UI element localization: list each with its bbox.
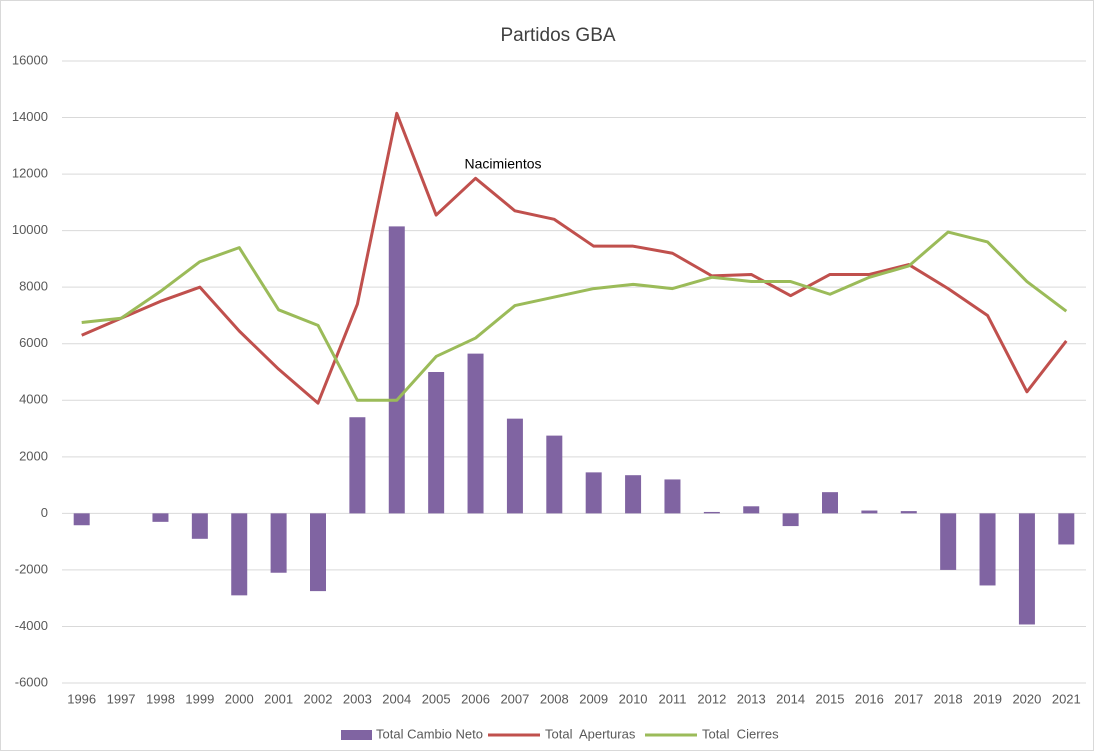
y-tick-label: 2000 (19, 448, 48, 463)
y-tick-label: 12000 (12, 166, 48, 181)
bar (231, 513, 248, 596)
x-tick-label: 2001 (264, 691, 293, 706)
bar (782, 513, 799, 527)
bar (585, 472, 602, 514)
y-tick-label: -6000 (15, 674, 48, 689)
bar (664, 479, 681, 514)
y-tick-label: 10000 (12, 222, 48, 237)
y-tick-label: 14000 (12, 109, 48, 124)
bar (152, 513, 169, 522)
x-tick-label: 2010 (619, 691, 648, 706)
y-tick-label: 8000 (19, 279, 48, 294)
bar (428, 372, 445, 514)
bar (979, 513, 996, 586)
annotation: Nacimientos (464, 156, 541, 172)
bar (349, 417, 366, 514)
bar (940, 513, 957, 570)
bar (270, 513, 287, 573)
y-tick-label: -4000 (15, 618, 48, 633)
x-tick-label: 2013 (737, 691, 766, 706)
line (81, 111, 1068, 405)
bar (73, 513, 90, 526)
x-tick-label: 2008 (540, 691, 569, 706)
x-tick-label: 1997 (107, 691, 136, 706)
legend-swatch (341, 730, 372, 740)
y-tick-label: -2000 (15, 561, 48, 576)
bar (743, 506, 760, 514)
x-tick-label: 2011 (658, 691, 686, 706)
x-tick-label: 2000 (225, 691, 254, 706)
x-tick-label: 1998 (146, 691, 175, 706)
legend-label: Total Cambio Neto (376, 726, 483, 741)
x-tick-label: 2006 (461, 691, 490, 706)
x-tick-label: 2009 (579, 691, 608, 706)
x-tick-label: 1996 (67, 691, 96, 706)
y-tick-label: 16000 (12, 52, 48, 67)
bar (703, 511, 720, 514)
x-tick-label: 1999 (185, 691, 214, 706)
bar (625, 475, 642, 514)
legend-label: Total Aperturas (545, 726, 636, 741)
bar (506, 418, 523, 514)
line (81, 230, 1068, 402)
y-tick-label: 6000 (19, 335, 48, 350)
x-tick-label: 2016 (855, 691, 884, 706)
bar (1058, 513, 1075, 545)
x-tick-label: 2020 (1012, 691, 1041, 706)
x-tick-label: 2018 (934, 691, 963, 706)
x-tick-label: 2015 (816, 691, 845, 706)
legend-label: Total Cierres (702, 726, 779, 741)
x-tick-label: 2019 (973, 691, 1002, 706)
x-tick-label: 2005 (422, 691, 451, 706)
y-tick-label: 0 (41, 505, 48, 520)
x-tick-label: 2004 (382, 691, 411, 706)
x-tick-label: 2007 (500, 691, 529, 706)
bar (861, 510, 878, 514)
bar (900, 511, 917, 514)
x-tick-label: 2003 (343, 691, 372, 706)
x-tick-label: 2021 (1052, 691, 1081, 706)
y-tick-label: 4000 (19, 392, 48, 407)
x-tick-label: 2012 (697, 691, 726, 706)
bar (191, 513, 208, 539)
bar (546, 435, 563, 514)
bar (467, 353, 484, 514)
x-tick-label: 2014 (776, 691, 805, 706)
bar (310, 513, 326, 592)
x-tick-label: 2002 (304, 691, 333, 706)
bar (1018, 513, 1035, 625)
chart-title: Partidos GBA (500, 25, 615, 46)
x-tick-label: 2017 (894, 691, 923, 706)
bar (822, 492, 838, 514)
bar (388, 226, 405, 514)
